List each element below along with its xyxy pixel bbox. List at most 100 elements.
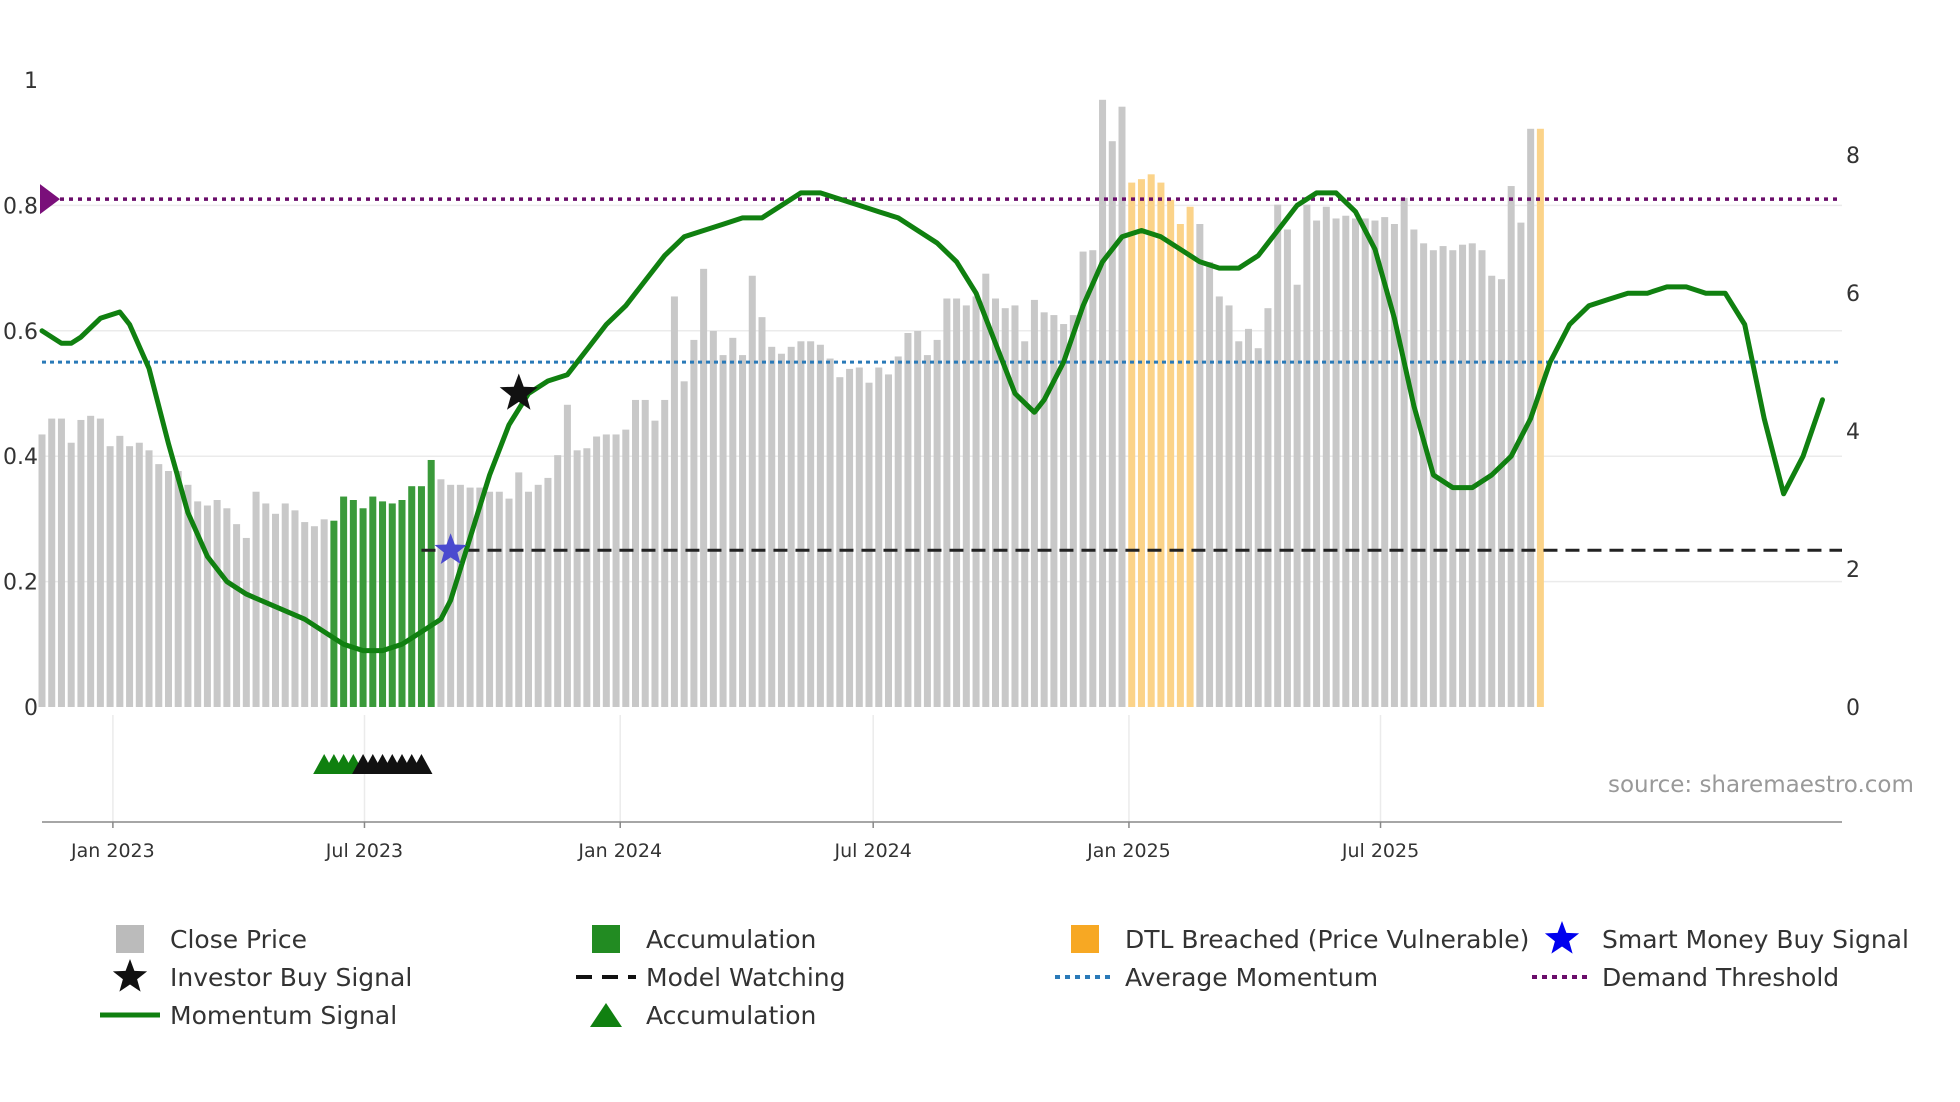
signal-markers	[313, 373, 538, 774]
close-price-bar	[48, 418, 56, 707]
close-price-bar	[1459, 244, 1467, 707]
close-price-bar	[1079, 251, 1087, 707]
close-price-bar	[281, 503, 289, 707]
close-price-bar	[622, 429, 630, 707]
investor-buy-signal	[499, 373, 538, 410]
close-price-bar	[379, 501, 387, 707]
close-price-bar	[739, 355, 747, 707]
close-price-bar	[242, 537, 250, 707]
close-price-bar	[1128, 182, 1136, 708]
close-price-bar	[1410, 229, 1418, 707]
close-price-bar	[408, 486, 416, 707]
close-price-bar	[1001, 308, 1009, 707]
close-price-bar	[233, 524, 241, 707]
close-price-bar	[174, 471, 182, 707]
investor-legend-label: Investor Buy Signal	[170, 963, 412, 992]
close-price-bar	[330, 520, 338, 707]
close-price-bar	[398, 500, 406, 707]
close-price-bar	[67, 442, 75, 707]
close-price-bar	[1030, 299, 1038, 707]
investor-legend-swatch	[112, 959, 148, 992]
x-tick-label: Jan 2023	[70, 840, 155, 862]
close-price-bar	[1390, 224, 1398, 707]
close-price-bar	[884, 374, 892, 707]
close-price-bar	[1400, 197, 1408, 707]
close-price-bar	[1225, 305, 1233, 707]
right-tick-label: 2	[1846, 558, 1860, 583]
momentum-signal-line	[39, 190, 1825, 654]
close-price-bar	[1196, 224, 1204, 707]
close-price-bar	[641, 399, 649, 707]
close-price-bar	[953, 298, 961, 707]
close-price-bar	[1361, 218, 1369, 708]
close-price-bar	[96, 418, 104, 707]
legend-item-momentum: Momentum Signal	[100, 1001, 397, 1030]
legend-item-smart: Smart Money Buy Signal	[1544, 921, 1909, 954]
avg-legend-label: Average Momentum	[1125, 963, 1378, 992]
legend-item-avg: Average Momentum	[1055, 963, 1378, 992]
close-price-bar	[602, 434, 610, 707]
close-price-bar	[972, 296, 980, 707]
close-price-bar	[651, 420, 659, 707]
left-tick-label: 0.4	[3, 445, 38, 470]
close-price-bar	[87, 415, 95, 707]
close-price-bar	[807, 341, 815, 707]
right-tick-label: 6	[1846, 282, 1860, 307]
close-price-bar	[194, 501, 202, 707]
source-note: source: sharemaestro.com	[1608, 772, 1914, 798]
demand-legend-label: Demand Threshold	[1602, 963, 1839, 992]
legend: Close Price Accumulation DTL Breached (Pri…	[100, 921, 1909, 1030]
close-price-bar	[505, 498, 513, 707]
close-price-bar	[486, 491, 494, 707]
close-price-bar	[1497, 279, 1505, 707]
close-price-bar	[534, 484, 542, 707]
close-price-bar	[1488, 275, 1496, 707]
legend-item-accum: Accumulation	[592, 925, 816, 954]
close-price-bar	[875, 367, 883, 707]
close-price-bar	[1468, 243, 1476, 707]
accum-legend-label: Accumulation	[646, 925, 816, 954]
close-price-bar	[1011, 305, 1019, 707]
close-price-bar	[495, 491, 503, 707]
legend-item-investor: Investor Buy Signal	[112, 959, 412, 992]
close-price-bar	[816, 344, 824, 707]
close-price-bar	[758, 317, 766, 707]
close-price-bar	[933, 339, 941, 707]
close-price-bar	[1254, 348, 1262, 707]
close-price-bar	[855, 367, 863, 707]
legend-item-dtl: DTL Breached (Price Vulnerable)	[1071, 925, 1529, 954]
close-price-bar	[797, 341, 805, 707]
close-price-bar	[719, 355, 727, 707]
close-price-bar	[1157, 182, 1165, 708]
smart-legend-swatch	[1544, 921, 1580, 954]
close-price-bar	[388, 503, 396, 707]
legend-item-accum_tri: Accumulation	[590, 1001, 816, 1030]
x-tick-label: Jan 2025	[1086, 840, 1171, 862]
close-price-bar	[1536, 128, 1544, 707]
close-price-bar	[1147, 174, 1155, 707]
left-tick-label: 0	[24, 696, 38, 721]
right-tick-label: 4	[1846, 420, 1860, 445]
close-price-bar	[126, 446, 134, 707]
close-price-bar	[992, 298, 1000, 707]
close-price-bar	[155, 464, 163, 707]
close-legend-label: Close Price	[170, 925, 307, 954]
close-price-bar	[1244, 328, 1252, 707]
price-bars	[38, 99, 1544, 708]
close-price-bar	[982, 273, 990, 707]
x-tick-label: Jan 2024	[577, 840, 662, 862]
close-price-bar	[1118, 106, 1126, 707]
close-price-bar	[57, 418, 65, 707]
close-price-bar	[427, 459, 435, 707]
dtl-legend-label: DTL Breached (Price Vulnerable)	[1125, 925, 1529, 954]
close-price-bar	[923, 355, 931, 707]
close-price-bar	[369, 496, 377, 707]
close-price-bar	[340, 496, 348, 707]
close-price-bar	[1274, 204, 1282, 707]
close-price-bar	[1206, 261, 1214, 707]
close-price-bar	[1322, 206, 1330, 707]
close-price-bar	[437, 479, 445, 707]
demand-threshold-marker	[40, 184, 60, 215]
close-price-bar	[583, 448, 591, 707]
close-price-bar	[544, 477, 552, 707]
